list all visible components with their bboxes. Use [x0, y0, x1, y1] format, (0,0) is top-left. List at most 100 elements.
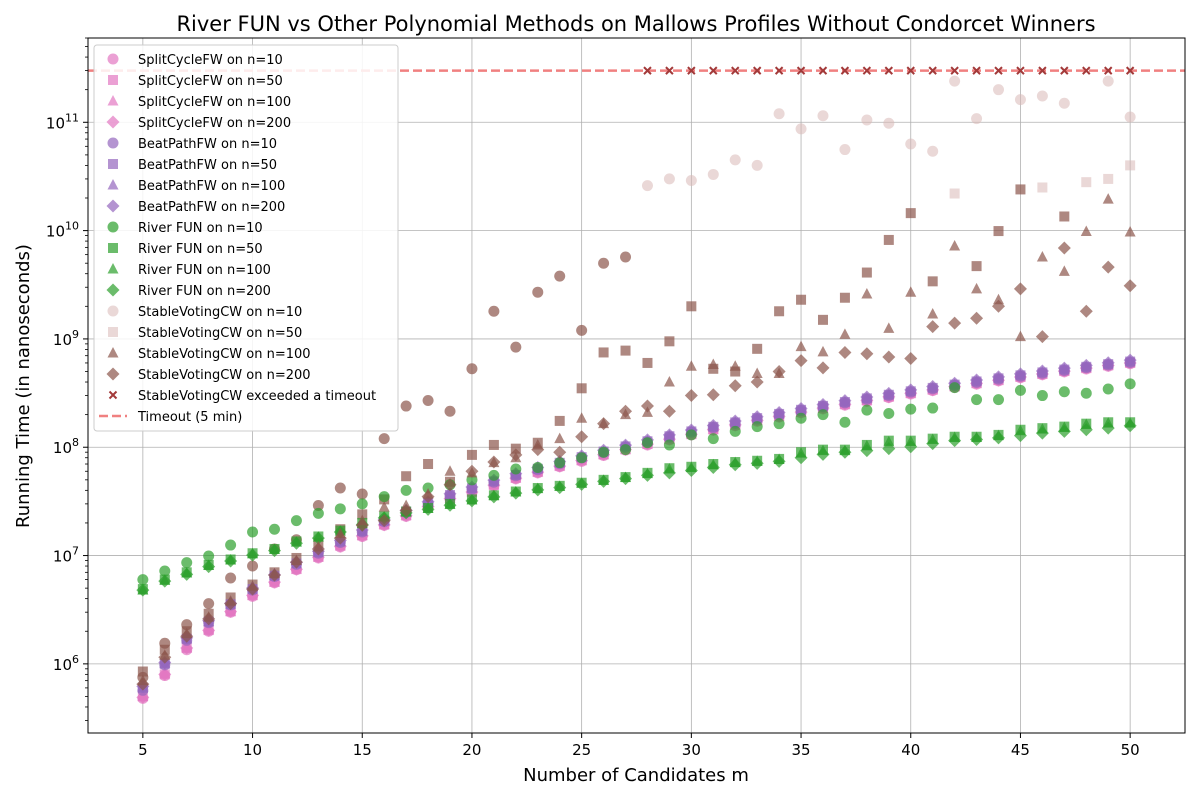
data-point: [662, 466, 676, 480]
data-point: [663, 439, 675, 451]
data-point: [883, 407, 895, 419]
data-point: [598, 347, 609, 358]
legend-label: SplitCycleFW on n=10: [138, 53, 283, 68]
data-point: [817, 409, 829, 421]
data-point: [180, 641, 194, 655]
data-point: [158, 667, 172, 681]
data-point: [1013, 282, 1027, 296]
timeout-marker: [928, 66, 937, 75]
x-tick-label: 25: [572, 741, 591, 759]
data-point: [684, 389, 698, 403]
legend-entry: SplitCycleFW on n=10: [107, 53, 283, 68]
data-point: [1035, 426, 1049, 440]
data-point: [684, 463, 698, 477]
timeout-marker: [665, 66, 674, 75]
legend-marker: [107, 305, 119, 317]
legend-label: BeatPathFW on n=10: [138, 137, 277, 152]
data-point: [532, 461, 544, 473]
data-point: [795, 123, 807, 135]
data-point: [751, 421, 763, 433]
data-point: [203, 598, 215, 610]
legend-marker: [107, 347, 119, 358]
data-point: [443, 487, 457, 501]
data-point: [663, 173, 675, 185]
data-point: [1080, 387, 1092, 399]
data-point: [926, 320, 940, 334]
data-point: [444, 405, 456, 417]
timeout-marker: [884, 66, 894, 75]
legend-marker: [108, 243, 118, 253]
data-point: [750, 456, 764, 470]
data-point: [1123, 353, 1137, 367]
data-point: [509, 448, 523, 462]
data-point: [860, 390, 874, 404]
data-point: [1079, 304, 1093, 318]
timeout-marker: [994, 66, 1003, 75]
series-timeout-markers: [643, 66, 1135, 75]
legend-marker: [107, 179, 119, 190]
data-point: [597, 474, 611, 488]
legend-marker: [106, 115, 120, 129]
data-point: [421, 502, 435, 516]
data-point: [905, 403, 917, 415]
data-point: [730, 366, 741, 377]
timeout-marker: [774, 66, 784, 75]
y-tick-label: 106: [53, 653, 79, 674]
data-point: [137, 666, 148, 677]
data-point: [553, 481, 567, 495]
data-point: [158, 574, 172, 588]
data-point: [1036, 251, 1048, 262]
data-point: [794, 354, 808, 368]
data-point: [861, 287, 873, 299]
data-point: [1037, 182, 1048, 193]
data-point: [1102, 75, 1114, 87]
data-point: [576, 324, 588, 336]
data-point: [225, 539, 237, 551]
legend-marker: [108, 75, 118, 85]
legend-marker: [107, 137, 119, 149]
data-point: [488, 305, 500, 317]
data-point: [378, 501, 390, 512]
data-point: [838, 394, 852, 408]
data-point: [465, 464, 479, 478]
data-point: [1123, 419, 1137, 433]
data-point: [707, 433, 719, 445]
data-point: [423, 459, 434, 470]
data-point: [971, 261, 982, 272]
data-point: [531, 483, 545, 497]
data-point: [707, 358, 719, 370]
legend-box: [93, 44, 399, 432]
data-point: [685, 175, 697, 187]
data-point: [860, 347, 874, 361]
data-point: [949, 188, 960, 199]
data-point: [224, 554, 238, 568]
data-point: [619, 404, 633, 418]
series-stablevotingcw-on-n-200: [136, 241, 1137, 691]
data-point: [795, 412, 807, 424]
data-point: [970, 432, 984, 446]
data-point: [1035, 330, 1049, 344]
data-point: [839, 416, 851, 428]
data-point: [225, 572, 237, 584]
data-point: [619, 472, 633, 486]
legend-marker: [106, 199, 120, 213]
data-point: [1124, 111, 1136, 123]
data-point: [773, 108, 785, 120]
data-point: [926, 379, 940, 393]
data-point: [750, 375, 764, 389]
data-point: [1036, 90, 1048, 102]
data-point: [1013, 367, 1027, 381]
data-point: [510, 463, 522, 475]
data-point: [466, 449, 477, 460]
data-point: [882, 350, 896, 364]
data-point: [1057, 361, 1071, 375]
data-point: [729, 360, 741, 371]
legend: SplitCycleFW on n=10 SplitCycleFW on n=50…: [93, 44, 399, 432]
data-point: [794, 451, 808, 465]
x-tick-label: 30: [682, 741, 701, 759]
data-point: [905, 286, 917, 297]
data-point: [554, 270, 566, 282]
data-point: [971, 394, 983, 406]
data-point: [883, 117, 895, 129]
x-tick-label: 35: [792, 741, 811, 759]
